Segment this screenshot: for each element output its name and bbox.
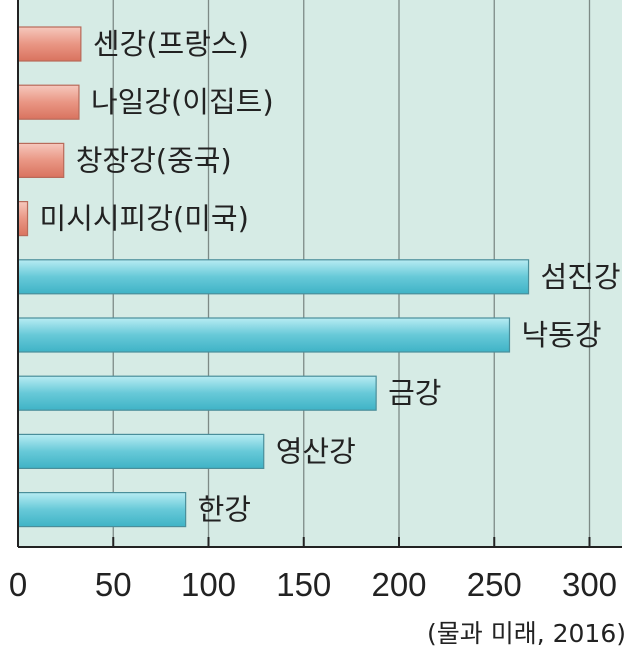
bar-label-7: 영산강: [276, 434, 356, 468]
x-tick-label-100: 100: [181, 566, 236, 603]
x-tick-label-50: 50: [95, 566, 132, 603]
bar-4: [17, 259, 530, 295]
x-tick-label-200: 200: [371, 566, 426, 603]
bar-0: [17, 26, 82, 62]
x-tick-label-300: 300: [562, 566, 617, 603]
bar-label-1: 나일강(이집트): [91, 85, 274, 119]
bar-2: [17, 142, 65, 178]
bar-3: [17, 201, 29, 237]
bar-label-0: 센강(프랑스): [93, 27, 249, 61]
bar-label-5: 낙동강: [521, 318, 601, 352]
source-note: (물과 미래, 2016): [427, 619, 626, 648]
x-tick-label-0: 0: [9, 566, 27, 603]
bar-label-8: 한강: [198, 493, 251, 527]
bar-7: [17, 433, 265, 469]
bar-label-2: 창장강(중국): [76, 143, 232, 177]
bars: [17, 26, 530, 528]
bar-8: [17, 492, 187, 528]
bar-6: [17, 375, 377, 411]
x-tick-label-250: 250: [467, 566, 522, 603]
bar-5: [17, 317, 511, 353]
bar-label-4: 섬진강: [541, 260, 621, 294]
bar-label-3: 미시시피강(미국): [40, 202, 249, 236]
x-axis-ticks: 0 50 100 150 200 250 300: [9, 537, 617, 603]
bar-1: [17, 84, 80, 120]
category-labels: 센강(프랑스) 나일강(이집트) 창장강(중국) 미시시피강(미국) 섬진강낙동강금강영…: [40, 27, 621, 527]
x-tick-label-150: 150: [276, 566, 331, 603]
bar-label-6: 금강: [388, 376, 441, 410]
